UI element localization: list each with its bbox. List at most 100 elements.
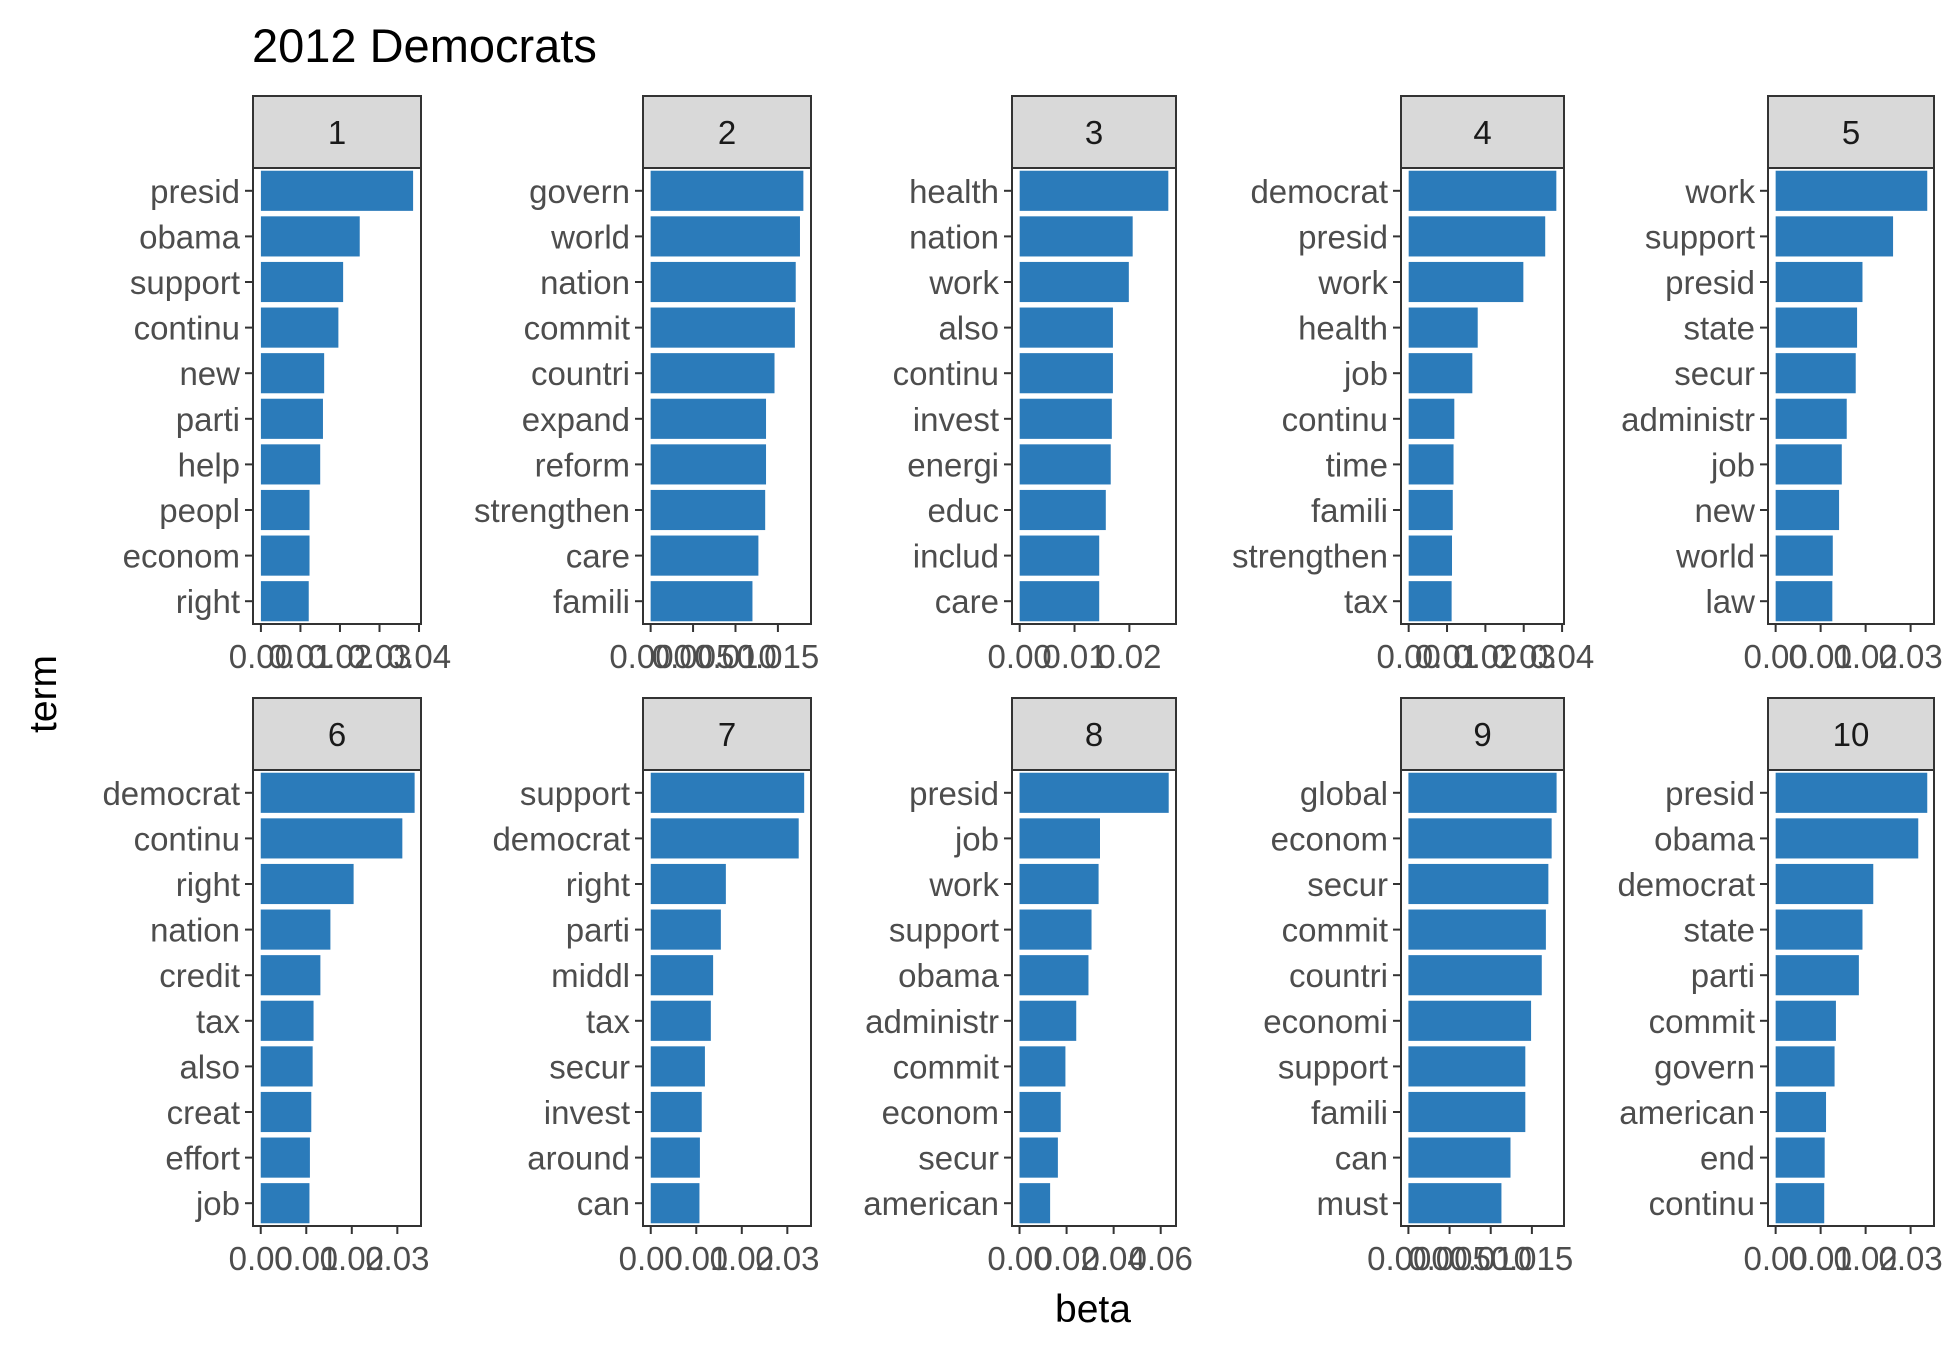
x-tick-label: 0.03 <box>1878 1240 1942 1277</box>
bar-around <box>650 1137 700 1178</box>
facet-panel-1: 1 presid obama support continu new parti help pe… <box>123 95 451 675</box>
bar-health <box>1019 170 1169 211</box>
bar-presid <box>1775 261 1863 303</box>
x-tick-label: 0.02 <box>1034 1240 1098 1277</box>
bar-govern <box>650 170 804 211</box>
x-tick-label: 0.03 <box>755 1240 819 1277</box>
bar-job <box>1408 353 1473 394</box>
bar-work <box>1775 170 1928 211</box>
term-label: must <box>1316 1185 1388 1222</box>
panel-border <box>1767 769 1935 1227</box>
bar-administr <box>1775 398 1847 439</box>
term-label: american <box>1619 1094 1755 1131</box>
x-tick-label: 0.01 <box>1415 638 1479 675</box>
term-label: world <box>550 218 630 255</box>
bar-work <box>1408 261 1524 303</box>
term-label: care <box>566 538 630 575</box>
x-tick-label: 0.005 <box>1408 1240 1491 1277</box>
x-tick-label: 0.03 <box>1492 638 1556 675</box>
facet-strip-label: 4 <box>1473 114 1491 151</box>
bar-also <box>1019 307 1113 348</box>
bar-democrat <box>260 772 415 813</box>
bar-can <box>650 1183 700 1224</box>
term-label: energi <box>907 446 999 483</box>
bar-strengthen <box>650 489 766 531</box>
bar-continu <box>1775 1183 1825 1224</box>
term-label: obama <box>898 957 1000 994</box>
term-label: invest <box>913 401 999 438</box>
term-label: support <box>520 775 630 812</box>
x-tick-label: 0.00 <box>229 1240 293 1277</box>
bar-famili <box>650 581 753 622</box>
chart-title: 2012 Democrats <box>252 19 597 72</box>
bar-right <box>260 581 309 622</box>
facet-strip <box>1767 95 1935 169</box>
bar-must <box>1408 1183 1502 1224</box>
term-label: also <box>179 1048 240 1085</box>
bar-middl <box>650 955 714 996</box>
facet-panel-9: 9 global econom secur commit countri economi su… <box>1263 697 1573 1277</box>
x-tick-label: 0.00 <box>987 1240 1051 1277</box>
bar-state <box>1775 909 1863 950</box>
bar-time <box>1408 444 1454 485</box>
bar-obama <box>260 216 360 257</box>
facet-strip-label: 8 <box>1085 716 1103 753</box>
term-label: strengthen <box>474 492 630 529</box>
x-tick-label: 0.010 <box>1449 1240 1532 1277</box>
bar-effort <box>260 1137 310 1178</box>
term-label: right <box>176 866 240 903</box>
x-tick-label: 0.00 <box>1744 1240 1808 1277</box>
term-label: commit <box>524 310 630 347</box>
term-label: presid <box>1298 218 1388 255</box>
bar-end <box>1775 1137 1825 1178</box>
bar-world <box>650 216 800 257</box>
facet-strip <box>1400 95 1565 169</box>
term-label: can <box>577 1185 630 1222</box>
term-label: right <box>176 583 240 620</box>
term-label: strengthen <box>1232 538 1388 575</box>
term-label: right <box>566 866 630 903</box>
bar-obama <box>1019 955 1089 996</box>
bar-commit <box>1019 1046 1066 1087</box>
facet-panel-4: 4 democrat presid work health job continu time f… <box>1232 95 1594 675</box>
bar-continu <box>1019 353 1113 394</box>
bar-presid <box>1019 772 1169 813</box>
bar-law <box>1775 581 1833 622</box>
x-tick-label: 0.00 <box>1377 638 1441 675</box>
term-label: democrat <box>492 820 630 857</box>
bar-tax <box>1408 581 1452 622</box>
term-label: work <box>1317 264 1388 301</box>
facet-strip-label: 9 <box>1473 716 1491 753</box>
bar-economi <box>1408 1000 1532 1041</box>
facet-strip <box>642 95 812 169</box>
facet-strip-label: 3 <box>1085 114 1103 151</box>
term-label: job <box>195 1185 240 1222</box>
bar-credit <box>260 955 321 996</box>
facet-strip-label: 1 <box>328 114 346 151</box>
term-label: work <box>928 866 999 903</box>
facet-strip <box>1011 95 1177 169</box>
panel-border <box>252 167 422 625</box>
panel-border <box>252 769 422 1227</box>
bar-job <box>1775 444 1842 485</box>
facet-strip-label: 7 <box>718 716 736 753</box>
x-tick-label: 0.010 <box>694 638 777 675</box>
bar-american <box>1775 1091 1827 1133</box>
bar-support <box>1408 1046 1526 1087</box>
bar-parti <box>650 909 721 950</box>
term-label: presid <box>1665 264 1755 301</box>
term-label: job <box>954 820 999 857</box>
x-tick-label: 0.01 <box>1042 638 1106 675</box>
panel-border <box>1400 167 1565 625</box>
bar-health <box>1408 307 1478 348</box>
bar-countri <box>650 353 775 394</box>
term-label: secur <box>549 1048 630 1085</box>
facet-strip <box>1011 697 1177 771</box>
term-label: democrat <box>102 775 240 812</box>
x-tick-label: 0.01 <box>1789 638 1853 675</box>
term-label: govern <box>529 173 630 210</box>
facet-strip <box>1400 697 1565 771</box>
facet-panel-10: 10 presid obama democrat state parti commit gov… <box>1617 697 1943 1277</box>
term-label: commit <box>1282 912 1388 949</box>
term-label: includ <box>913 538 999 575</box>
